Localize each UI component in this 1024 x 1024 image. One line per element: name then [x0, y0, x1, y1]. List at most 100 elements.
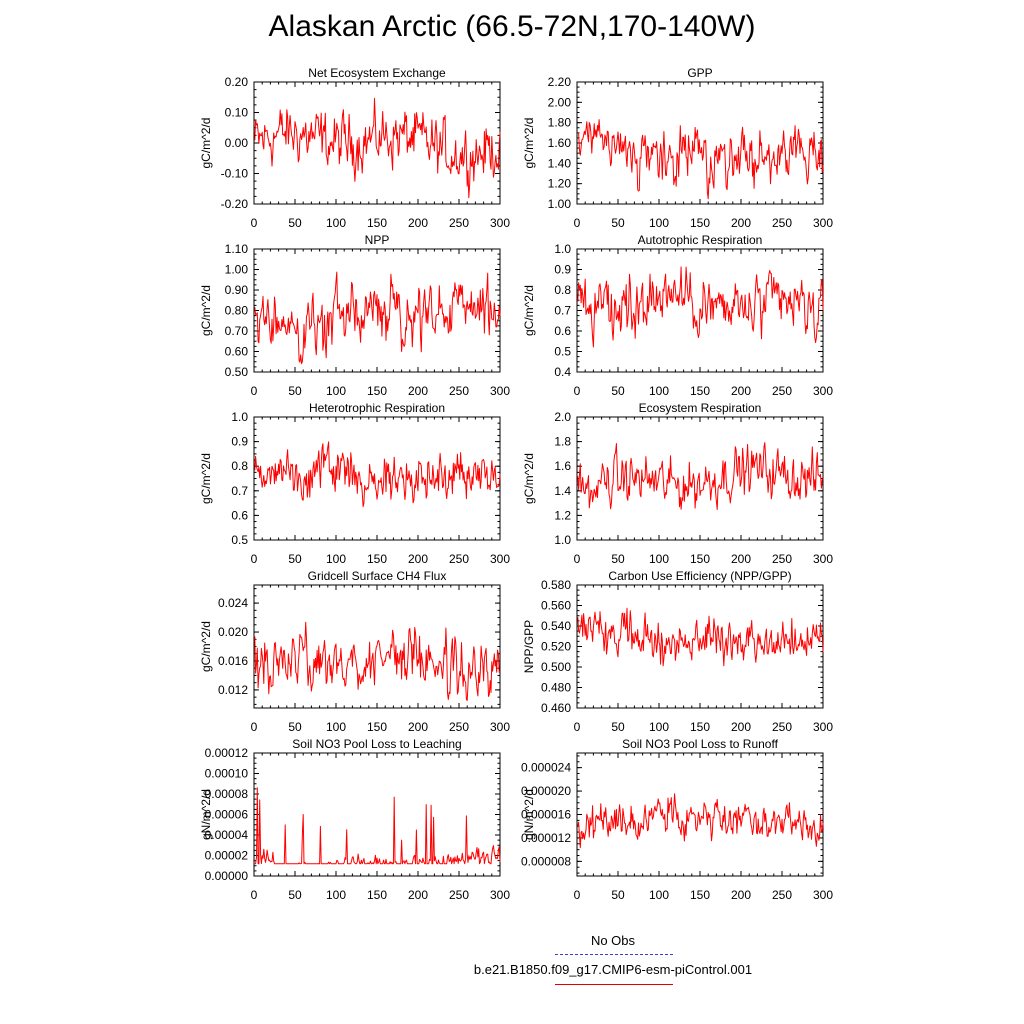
y-tick-label: 0.012 [218, 683, 248, 697]
x-tick-label: 200 [408, 720, 428, 734]
x-tick-label: 100 [326, 888, 346, 902]
chart-panel-4: Heterotrophic Respiration gC/m^2/d 0 50 100 1… [199, 401, 510, 566]
legend-obs-line [555, 954, 673, 955]
y-tick-label: 0.5 [231, 533, 248, 547]
y-tick-label: 0.8 [554, 283, 571, 297]
x-tick-label: 100 [326, 552, 346, 566]
y-tick-label: 1.0 [554, 533, 571, 547]
x-tick-label: 100 [649, 720, 669, 734]
x-tick-label: 150 [367, 720, 387, 734]
y-tick-label: 0.460 [541, 701, 571, 715]
x-tick-label: 200 [731, 720, 751, 734]
x-tick-label: 0 [574, 216, 581, 230]
x-tick-label: 50 [288, 552, 302, 566]
x-tick-label: 100 [326, 384, 346, 398]
x-tick-label: 0 [251, 384, 258, 398]
x-tick-label: 200 [731, 552, 751, 566]
chart-panel-2: NPP gC/m^2/d 0 50 100 150 200 250 300 0.50 0.60 0.7… [199, 233, 510, 398]
y-tick-label: 0.5 [554, 345, 571, 359]
legend-model-label: b.e21.B1850.f09_g17.CMIP6-esm-piControl.… [473, 962, 753, 977]
x-tick-label: 300 [813, 888, 833, 902]
legend-obs-label: No Obs [590, 933, 636, 948]
x-tick-label: 300 [813, 552, 833, 566]
x-tick-label: 0 [251, 552, 258, 566]
y-tick-label: 0.7 [554, 304, 571, 318]
y-tick-label: 0.000024 [521, 761, 571, 775]
chart-panel-7: Carbon Use Efficiency (NPP/GPP) NPP/GPP 0 5… [522, 569, 833, 734]
plot-frame [576, 584, 824, 709]
y-tick-label: 1.0 [231, 410, 248, 424]
x-tick-label: 50 [611, 888, 625, 902]
chart-panel-8: Soil NO3 Pool Loss to Leaching gN/m^2/d 0 5… [199, 737, 510, 902]
panel-title: Heterotrophic Respiration [309, 401, 445, 415]
y-tick-label: 0.500 [541, 660, 571, 674]
x-tick-label: 150 [690, 384, 710, 398]
x-tick-label: 50 [611, 216, 625, 230]
chart-panel-0: Net Ecosystem Exchange gC/m^2/d 0 50 100 150 2… [199, 66, 510, 230]
y-tick-label: 2.20 [548, 75, 572, 89]
x-tick-label: 100 [649, 552, 669, 566]
x-tick-label: 200 [731, 384, 751, 398]
x-tick-label: 50 [288, 720, 302, 734]
chart-panel-5: Ecosystem Respiration gC/m^2/d 0 50 100 150 20… [522, 401, 833, 566]
y-axis-label: gC/m^2/d [199, 118, 213, 169]
y-tick-label: 1.0 [554, 242, 571, 256]
x-tick-label: 150 [690, 552, 710, 566]
y-axis-label: gC/m^2/d [522, 453, 536, 504]
x-tick-label: 150 [367, 552, 387, 566]
panel-title: Gridcell Surface CH4 Flux [308, 569, 447, 583]
y-tick-label: 1.00 [548, 197, 572, 211]
y-axis-label: gC/m^2/d [199, 285, 213, 336]
x-tick-label: 250 [449, 216, 469, 230]
x-tick-label: 150 [690, 720, 710, 734]
y-axis-label: NPP/GPP [522, 620, 536, 673]
y-tick-label: 0.50 [225, 365, 249, 379]
x-tick-label: 250 [772, 720, 792, 734]
panel-title: Autotrophic Respiration [638, 233, 763, 247]
y-tick-label: 0.020 [218, 625, 248, 639]
y-tick-label: 0.000016 [521, 808, 571, 822]
y-tick-label: 0.6 [554, 324, 571, 338]
y-tick-label: 0.8 [231, 459, 248, 473]
chart-panel-9: Soil NO3 Pool Loss to Runoff gN/m^2/d 0 50 1… [521, 737, 833, 902]
x-tick-label: 200 [408, 384, 428, 398]
x-tick-label: 200 [731, 216, 751, 230]
panel-title: Carbon Use Efficiency (NPP/GPP) [608, 569, 791, 583]
series-line [577, 607, 824, 667]
x-tick-label: 300 [490, 888, 510, 902]
y-tick-label: 0.000020 [521, 784, 571, 798]
y-tick-label: 0.70 [225, 324, 249, 338]
y-tick-label: 0.80 [225, 304, 249, 318]
x-tick-label: 50 [611, 720, 625, 734]
y-tick-label: 1.6 [554, 459, 571, 473]
chart-panel-6: Gridcell Surface CH4 Flux gC/m^2/d 0 50 100 1… [199, 569, 510, 734]
y-tick-label: 0.00002 [205, 849, 249, 863]
x-tick-label: 50 [288, 384, 302, 398]
x-tick-label: 150 [367, 384, 387, 398]
plot-frame [576, 81, 824, 205]
y-tick-label: 0.7 [231, 484, 248, 498]
x-tick-label: 50 [611, 552, 625, 566]
x-tick-label: 50 [288, 888, 302, 902]
panel-title: Ecosystem Respiration [639, 401, 762, 415]
y-tick-label: -0.10 [221, 167, 249, 181]
y-tick-label: 1.8 [554, 435, 571, 449]
series-line [577, 119, 824, 200]
x-tick-label: 300 [813, 384, 833, 398]
x-tick-label: 200 [408, 552, 428, 566]
y-tick-label: 1.80 [548, 116, 572, 130]
y-tick-label: 0.90 [225, 283, 249, 297]
y-tick-label: 1.4 [554, 484, 571, 498]
series-line [254, 271, 501, 365]
series-line [577, 793, 824, 849]
x-tick-label: 150 [367, 888, 387, 902]
x-tick-label: 300 [813, 720, 833, 734]
y-tick-label: 0.480 [541, 681, 571, 695]
x-tick-label: 250 [772, 216, 792, 230]
y-axis-label: gN/m^2/d [199, 789, 213, 840]
y-tick-label: 0.540 [541, 619, 571, 633]
series-line [254, 441, 501, 508]
y-tick-label: 0.60 [225, 345, 249, 359]
panel-title: Net Ecosystem Exchange [308, 66, 446, 80]
x-tick-label: 250 [772, 888, 792, 902]
